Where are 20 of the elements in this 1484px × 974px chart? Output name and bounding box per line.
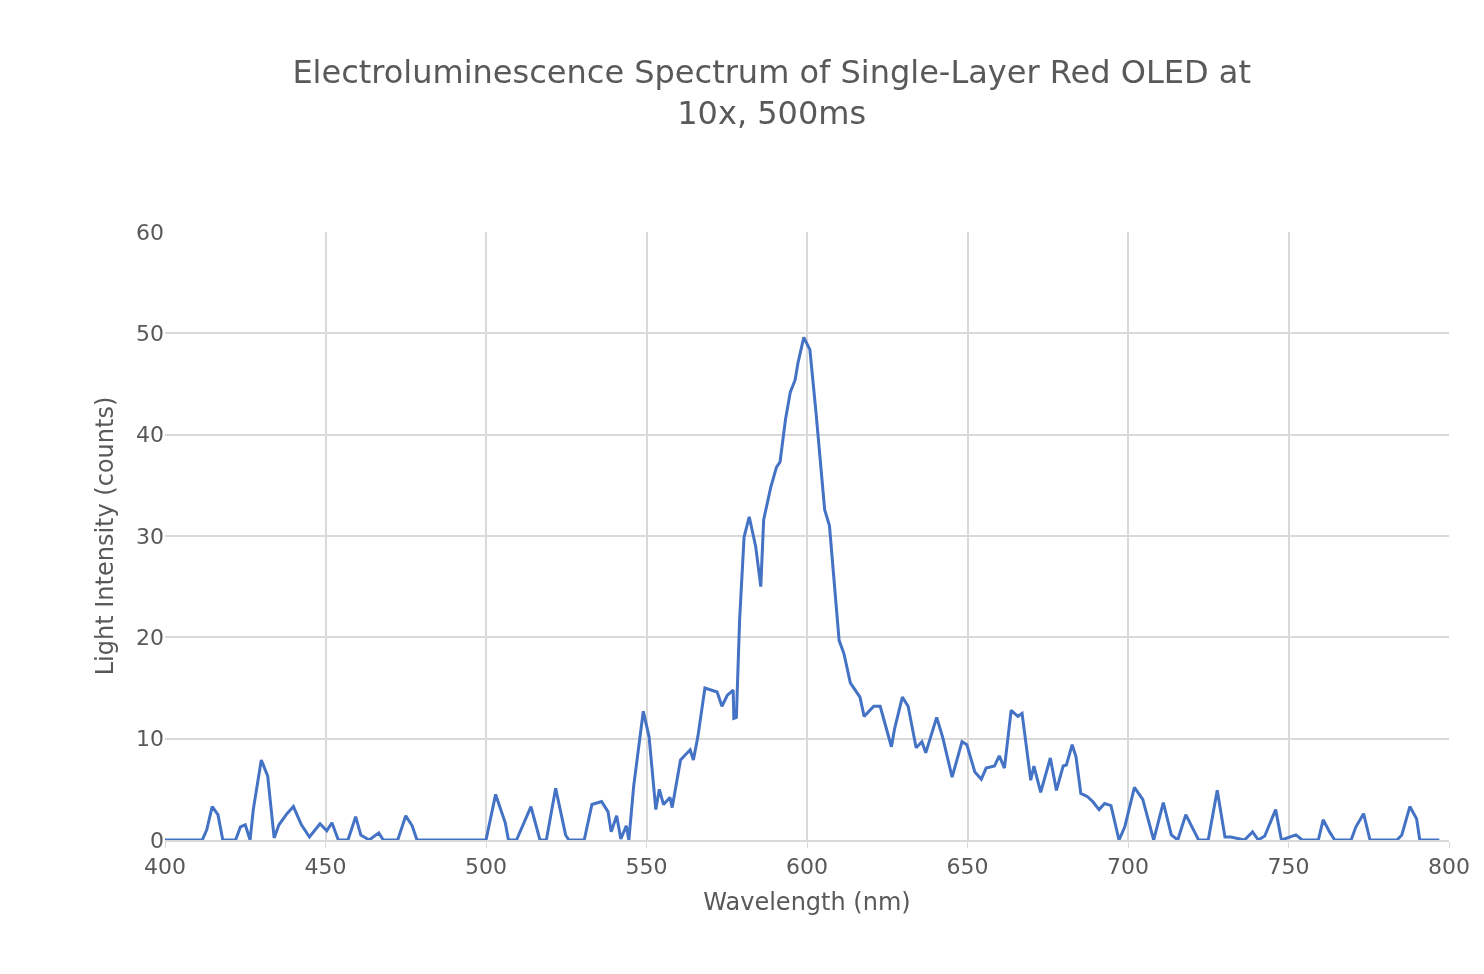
y-axis-title: Light Intensity (counts) [91,396,120,676]
x-tick-label: 450 [304,854,347,880]
x-tick-label: 700 [1107,854,1149,880]
x-tick-label: 600 [786,854,828,880]
x-tick-label: 800 [1428,854,1470,880]
line-series [165,335,1441,840]
y-tick-label: 60 [136,219,164,245]
x-tick-label: 550 [625,854,668,880]
y-tick-label: 40 [136,422,164,448]
x-tick-label: 400 [144,854,186,880]
x-tick-label: 650 [946,854,989,880]
x-tick-label: 500 [465,854,507,880]
y-tick-label: 0 [150,827,164,853]
y-tick-label: 30 [136,523,164,549]
chart-title: Electroluminescence Spectrum of Single-Layer Red OLED at 10x, 500ms [292,52,1251,133]
x-axis-title: Wavelength (nm) [703,888,911,917]
x-tick-label: 750 [1267,854,1310,880]
y-tick-label: 20 [136,625,164,651]
y-tick-label: 10 [136,726,164,752]
y-tick-label: 50 [136,321,164,347]
